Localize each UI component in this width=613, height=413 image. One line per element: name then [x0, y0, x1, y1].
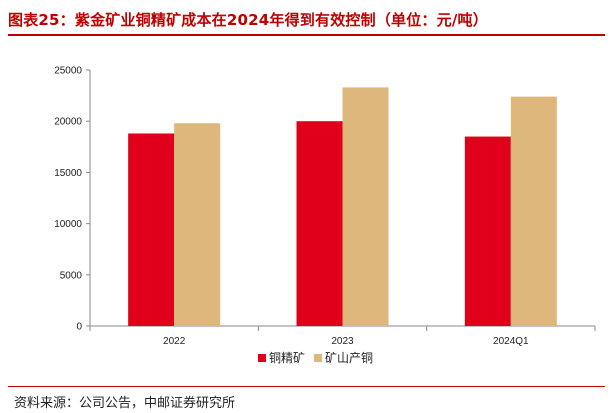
legend-swatch	[314, 354, 322, 362]
bar-chart: 0 5000 10000 15000 20000 25000 2022 2023 2024Q1…	[54, 66, 596, 365]
legend: 铜精矿 矿山产铜	[258, 350, 373, 365]
y-tick-label: 20000	[54, 117, 82, 128]
legend-swatch	[258, 354, 266, 362]
source-row: 资料来源：公司公告，中邮证券研究所	[8, 386, 605, 412]
chart-title: 图表25：紫金矿业铜精矿成本在2024年得到有效控制（单位：元/吨）	[8, 11, 488, 29]
bar-series-2-2022	[174, 123, 221, 326]
bars	[128, 87, 557, 327]
legend-label: 矿山产铜	[325, 350, 373, 365]
x-tick-label: 2022	[163, 336, 186, 347]
bar-series-1-2024q1	[464, 136, 511, 326]
x-tick-label: 2024Q1	[493, 336, 529, 347]
x-axis: 2022 2023 2024Q1	[89, 325, 596, 347]
bar-series-2-2023	[342, 87, 389, 326]
source-note: 资料来源：公司公告，中邮证券研究所	[14, 396, 236, 411]
y-tick-label: 0	[76, 322, 82, 333]
title-row: 图表25：紫金矿业铜精矿成本在2024年得到有效控制（单位：元/吨）	[8, 4, 605, 36]
x-tick-label: 2023	[331, 336, 354, 347]
y-axis: 0 5000 10000 15000 20000 25000	[54, 66, 91, 333]
bar-series-1-2022	[128, 133, 175, 326]
y-tick-label: 10000	[54, 219, 82, 230]
legend-label: 铜精矿	[269, 350, 305, 365]
y-tick-label: 5000	[60, 270, 83, 281]
bar-series-2-2024q1	[510, 96, 557, 327]
bar-series-1-2023	[296, 121, 343, 326]
y-tick-label: 25000	[54, 66, 82, 77]
y-tick-label: 15000	[54, 168, 82, 179]
